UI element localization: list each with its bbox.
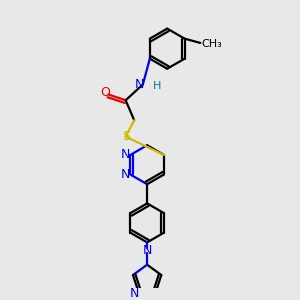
Text: N: N [142, 244, 152, 257]
Text: H: H [153, 81, 161, 91]
Text: S: S [122, 130, 130, 143]
Text: N: N [121, 148, 130, 161]
Text: N: N [130, 286, 139, 300]
Text: N: N [121, 168, 130, 181]
Text: CH₃: CH₃ [201, 39, 222, 49]
Text: N: N [135, 78, 144, 91]
Text: O: O [100, 86, 110, 99]
